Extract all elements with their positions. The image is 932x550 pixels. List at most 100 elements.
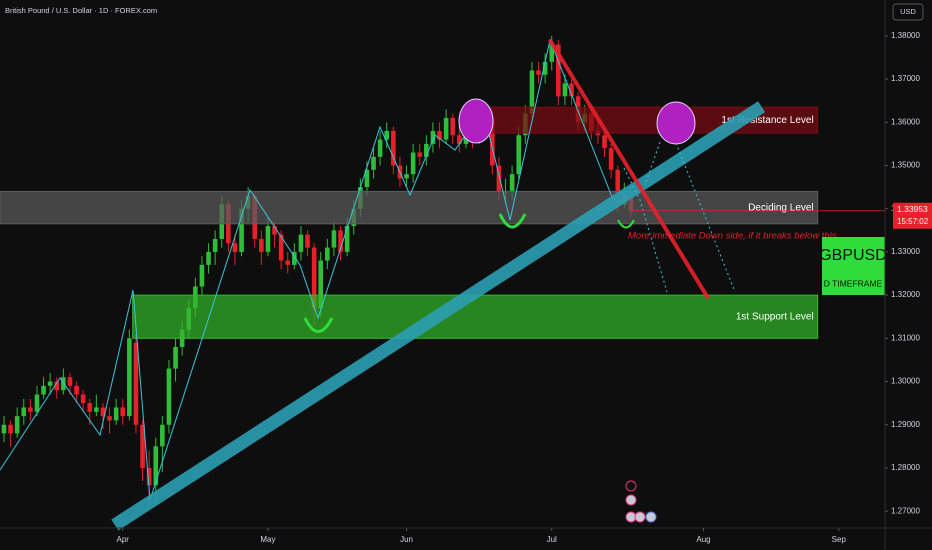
candle-body xyxy=(61,377,66,391)
candle-body xyxy=(1,424,7,434)
candle-body xyxy=(166,368,172,425)
head-marker xyxy=(458,98,494,144)
y-tick-label: 1.33000 xyxy=(891,247,920,256)
shoulder-curve xyxy=(303,317,334,333)
annotation: More immediate Down side, if it breaks b… xyxy=(628,231,837,242)
candle-body xyxy=(113,407,119,421)
y-tick-label: 1.37000 xyxy=(891,74,920,83)
y-tick-label: 1.32000 xyxy=(891,290,920,299)
candle-body xyxy=(212,238,218,252)
x-tick-label: May xyxy=(260,535,275,544)
candle-body xyxy=(41,385,46,395)
candle-body xyxy=(120,407,126,417)
candle-body xyxy=(311,247,317,309)
event-icon xyxy=(645,511,657,523)
candle-body xyxy=(272,225,277,235)
candle-body xyxy=(107,416,112,421)
currency: USD xyxy=(900,7,916,16)
candle-body xyxy=(265,225,271,252)
projection-arrow xyxy=(623,167,668,293)
candle-body xyxy=(259,238,264,252)
countdown: 15:57:02 xyxy=(897,217,929,226)
head-marker xyxy=(656,101,696,145)
candle-body xyxy=(536,70,541,75)
candle-body xyxy=(542,61,548,75)
candle-body xyxy=(410,152,416,175)
candle-body xyxy=(318,260,324,309)
candle-body xyxy=(556,44,561,97)
candle-body xyxy=(239,208,244,252)
candle-body xyxy=(8,424,13,434)
candle-body xyxy=(569,83,574,97)
candle-body xyxy=(232,243,238,252)
y-tick-label: 1.28000 xyxy=(891,463,920,472)
y-tick-label: 1.31000 xyxy=(891,333,920,342)
candle-body xyxy=(490,117,495,166)
candle-body xyxy=(417,152,423,157)
candle-body xyxy=(450,117,456,136)
x-tick-label: Jul xyxy=(547,535,557,544)
zone-label: 1st Support Level xyxy=(736,311,814,322)
candle-body xyxy=(47,381,53,386)
projection-arrow xyxy=(675,142,736,293)
candle-body xyxy=(21,407,27,417)
candle-body xyxy=(278,234,284,261)
candle-body xyxy=(206,251,211,265)
candle-body xyxy=(608,148,614,170)
candle-body xyxy=(146,467,152,486)
candle-body xyxy=(28,407,33,412)
candle-body xyxy=(298,234,304,252)
axes: 1.27000 1.28000 1.29000 1.30000 1.31000 1.320… xyxy=(117,31,932,544)
y-tick-label: 1.35000 xyxy=(891,161,920,170)
trendline xyxy=(548,38,710,300)
candle-body xyxy=(602,135,607,149)
candle-body xyxy=(292,251,297,265)
candle-body xyxy=(305,234,310,248)
price-tag-label: 1.33953 xyxy=(897,204,928,214)
candle-body xyxy=(529,70,535,114)
trendline xyxy=(111,101,766,531)
candle-body xyxy=(140,424,145,468)
shoulder-curve xyxy=(617,219,635,229)
candle-body xyxy=(80,394,86,404)
candle-body xyxy=(133,342,139,425)
candle-body xyxy=(516,135,522,175)
candle-body xyxy=(496,165,502,192)
candle-body xyxy=(34,394,40,412)
candle-body xyxy=(371,156,376,170)
candle-body xyxy=(173,346,178,369)
price-tag xyxy=(893,202,932,229)
zone xyxy=(0,190,819,225)
y-tick-label: 1.29000 xyxy=(891,420,920,429)
symbol-box xyxy=(822,237,885,295)
x-tick-label: Sep xyxy=(832,535,847,544)
candle-body xyxy=(74,385,79,395)
candle-body xyxy=(160,424,165,447)
candle-body xyxy=(404,174,409,179)
candle-body xyxy=(549,44,555,62)
y-tick-label: 1.30000 xyxy=(891,377,920,386)
candle-body xyxy=(14,416,20,434)
candle-body xyxy=(100,407,106,417)
zone-label: Deciding Level xyxy=(748,202,814,213)
candle-body xyxy=(338,230,343,252)
x-tick-label: Jun xyxy=(400,535,413,544)
candle-body xyxy=(199,264,205,287)
event-icon xyxy=(625,480,637,492)
candle-body xyxy=(325,247,330,261)
event-icon xyxy=(625,494,637,506)
symbol: GBPUSD xyxy=(819,247,887,264)
zone xyxy=(132,294,819,339)
candle-body xyxy=(384,130,390,140)
y-tick-label: 1.38000 xyxy=(891,31,920,40)
shoulder-curve xyxy=(498,213,527,229)
timeframe: D TIMEFRAME xyxy=(824,278,883,288)
candle-body xyxy=(424,143,429,157)
candle-body xyxy=(285,260,291,265)
zone-label: 1st Resistance Level xyxy=(721,115,813,126)
candle-body xyxy=(391,130,396,166)
candle-body xyxy=(364,169,370,188)
candle-body xyxy=(87,403,93,412)
zigzag-line xyxy=(0,38,613,501)
